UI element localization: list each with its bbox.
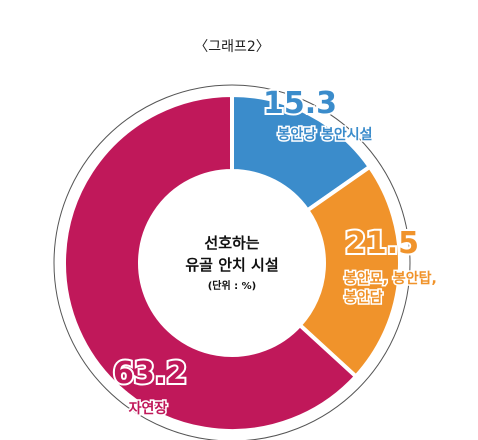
value-label-slice-3: 63.2 [113,356,187,391]
center-label-line-1: 선호하는 [204,234,259,252]
unit-label: (단위 : %) [208,279,257,292]
center-label-line-2: 유골 안치 시설 [185,256,278,274]
category-label-slice-2-line-1: 봉안묘, 봉안탑, [344,270,437,287]
outer-ring-outline [53,84,411,440]
category-label-group: 봉안당 봉안시설 봉안묘, 봉안탑, 봉안담 자연장 [127,125,438,419]
value-label-slice-1: 15.3 [263,86,337,121]
category-label-slice-3: 자연장 [129,400,168,417]
value-label-group: 15.3 21.5 63.2 [111,84,421,393]
slice-group [62,92,402,433]
value-label-slice-2: 21.5 [345,226,419,261]
category-label-slice-2-line-2: 봉안담 [344,289,383,306]
category-label-slice-1: 봉안당 봉안시설 [277,126,372,143]
chart-title: 〈그래프2〉 [194,39,270,55]
donut-hole [140,171,324,355]
